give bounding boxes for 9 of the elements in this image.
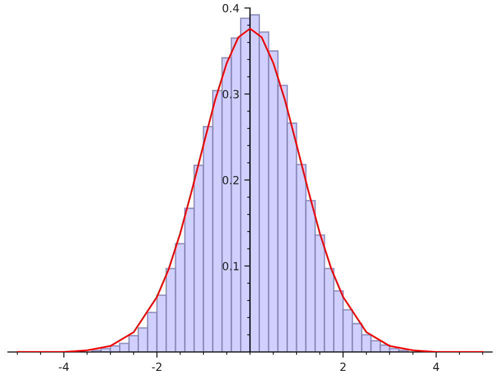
x-tick-label: -2 (152, 362, 162, 371)
y-tick-label: 0.3 (222, 90, 239, 98)
x-tick-label: 4 (433, 362, 440, 371)
y-tick-label: 0.4 (222, 4, 239, 12)
y-tick-label: 0.1 (222, 262, 239, 270)
x-tick-label: 2 (340, 362, 346, 371)
x-tick-label: -4 (58, 362, 69, 371)
y-tick-label: 0.2 (222, 176, 238, 184)
line-series (16, 28, 484, 352)
